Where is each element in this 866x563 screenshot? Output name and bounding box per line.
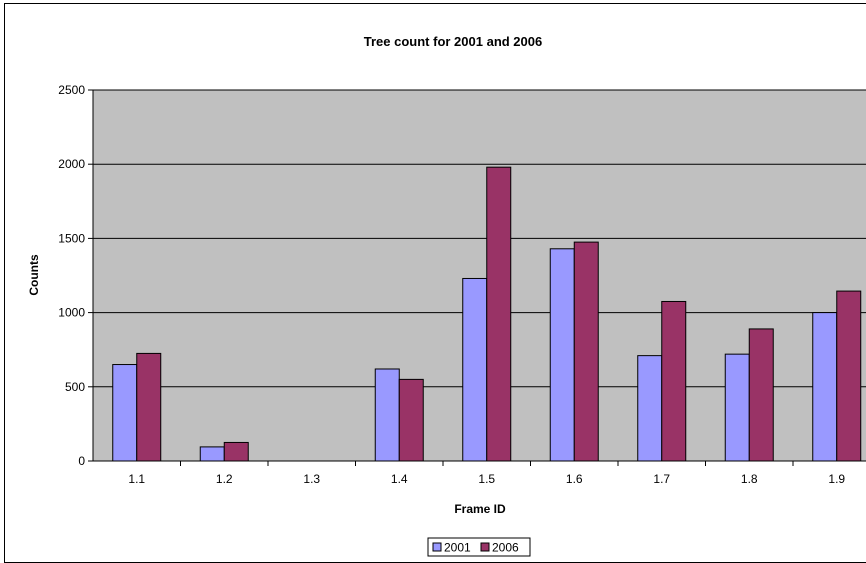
x-tick-label: 1.8 xyxy=(741,472,758,486)
bar-2006-1-5 xyxy=(486,166,512,462)
x-tick-label: 1.5 xyxy=(478,472,495,486)
x-tick-label: 1.4 xyxy=(391,472,408,486)
x-axis-label: Frame ID xyxy=(454,502,506,516)
bar-2001-1-9 xyxy=(812,312,838,462)
legend-swatch-2006 xyxy=(480,542,490,552)
bar-2006-1-7 xyxy=(661,300,687,462)
y-tick-label: 500 xyxy=(65,380,85,394)
bar-2001-1-8 xyxy=(724,353,750,462)
y-tick-labels: 0 500 1000 1500 2000 2500 xyxy=(58,83,85,468)
y-tick-label: 0 xyxy=(78,454,85,468)
y-tick-label: 2500 xyxy=(58,83,85,97)
bar-2006-1-1 xyxy=(136,352,162,462)
bar-2006-1-6 xyxy=(573,241,599,462)
bar-2001-1-4 xyxy=(374,368,400,462)
bar-2006-1-2 xyxy=(223,441,249,462)
chart-title: Tree count for 2001 and 2006 xyxy=(364,34,542,49)
bars xyxy=(112,166,862,462)
x-tick-label: 1.6 xyxy=(566,472,583,486)
legend-swatch-2001 xyxy=(432,542,442,552)
bar-2001-1-6 xyxy=(549,248,575,462)
legend-box xyxy=(427,537,531,557)
bar-2006-1-8 xyxy=(748,328,774,462)
y-axis-label: Counts xyxy=(27,254,41,296)
x-tick-label: 1.2 xyxy=(216,472,233,486)
bar-2006-1-9 xyxy=(836,290,862,462)
bar-2006-1-4 xyxy=(398,378,424,462)
y-tick-label: 2000 xyxy=(58,157,85,171)
y-tick-label: 1000 xyxy=(58,306,85,320)
x-tick-labels: 1.1 1.2 1.3 1.4 1.5 1.6 1.7 1.8 1.9 xyxy=(128,472,845,486)
bar-2001-1-5 xyxy=(462,277,488,462)
bar-2001-1-2 xyxy=(199,446,225,462)
x-tick-label: 1.1 xyxy=(128,472,145,486)
x-tick-label: 1.9 xyxy=(828,472,845,486)
x-tick-label: 1.7 xyxy=(653,472,670,486)
legend: 2001 2006 xyxy=(427,537,531,557)
bar-2001-1-7 xyxy=(637,355,663,462)
legend-label-2006: 2006 xyxy=(492,541,519,555)
x-tick-label: 1.3 xyxy=(303,472,320,486)
bar-2001-1-1 xyxy=(112,364,138,462)
legend-label-2001: 2001 xyxy=(444,541,471,555)
axes xyxy=(88,89,866,466)
y-tick-label: 1500 xyxy=(58,231,85,245)
